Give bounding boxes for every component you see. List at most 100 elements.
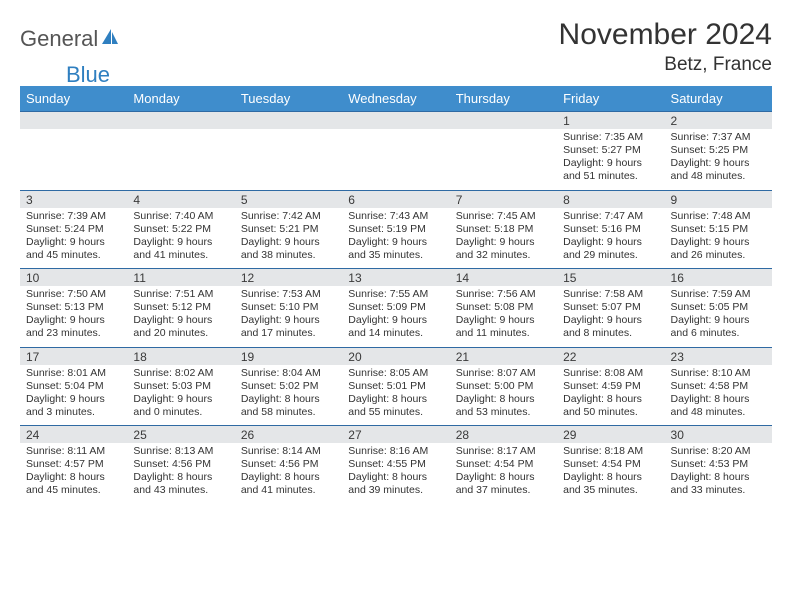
day-details xyxy=(235,129,342,189)
day-detail-line: Sunset: 5:08 PM xyxy=(456,301,551,314)
day-detail-line: Daylight: 8 hours xyxy=(241,393,336,406)
day-detail-line: Daylight: 9 hours xyxy=(133,314,228,327)
day-number: 22 xyxy=(557,348,664,365)
day-detail-line: Sunset: 4:56 PM xyxy=(241,458,336,471)
day-detail-line: Sunrise: 7:42 AM xyxy=(241,210,336,223)
day-detail-line: Sunset: 5:04 PM xyxy=(26,380,121,393)
day-number: 29 xyxy=(557,426,664,443)
day-detail-line: Daylight: 8 hours xyxy=(563,393,658,406)
day-detail-line: Sunset: 5:27 PM xyxy=(563,144,658,157)
day-detail-line: and 3 minutes. xyxy=(26,406,121,419)
day-details: Sunrise: 8:18 AMSunset: 4:54 PMDaylight:… xyxy=(557,443,664,504)
day-detail-line: Sunset: 4:57 PM xyxy=(26,458,121,471)
day-details: Sunrise: 7:40 AMSunset: 5:22 PMDaylight:… xyxy=(127,208,234,269)
day-detail-line: Sunset: 5:12 PM xyxy=(133,301,228,314)
calendar-day-cell xyxy=(20,112,127,191)
day-detail-line: Sunset: 5:21 PM xyxy=(241,223,336,236)
calendar-day-cell: 27Sunrise: 8:16 AMSunset: 4:55 PMDayligh… xyxy=(342,426,449,504)
day-number: 30 xyxy=(665,426,772,443)
weekday-header: Friday xyxy=(557,86,664,112)
day-detail-line: Daylight: 8 hours xyxy=(456,393,551,406)
day-detail-line: Sunrise: 8:07 AM xyxy=(456,367,551,380)
calendar-day-cell: 29Sunrise: 8:18 AMSunset: 4:54 PMDayligh… xyxy=(557,426,664,504)
day-detail-line: Sunset: 5:02 PM xyxy=(241,380,336,393)
day-details xyxy=(127,129,234,189)
title-block: November 2024 Betz, France xyxy=(559,18,772,76)
day-detail-line: and 35 minutes. xyxy=(348,249,443,262)
day-number xyxy=(235,112,342,129)
page-header: General November 2024 Betz, France xyxy=(20,18,772,76)
day-detail-line: and 20 minutes. xyxy=(133,327,228,340)
day-details: Sunrise: 7:42 AMSunset: 5:21 PMDaylight:… xyxy=(235,208,342,269)
day-details: Sunrise: 8:11 AMSunset: 4:57 PMDaylight:… xyxy=(20,443,127,504)
brand-part1: General xyxy=(20,26,98,52)
day-details: Sunrise: 7:59 AMSunset: 5:05 PMDaylight:… xyxy=(665,286,772,347)
day-detail-line: and 53 minutes. xyxy=(456,406,551,419)
day-detail-line: Sunrise: 7:45 AM xyxy=(456,210,551,223)
day-number: 4 xyxy=(127,191,234,208)
day-detail-line: Sunset: 5:01 PM xyxy=(348,380,443,393)
day-detail-line: Daylight: 8 hours xyxy=(241,471,336,484)
day-detail-line: and 51 minutes. xyxy=(563,170,658,183)
day-number: 25 xyxy=(127,426,234,443)
day-detail-line: Daylight: 9 hours xyxy=(241,314,336,327)
day-detail-line: and 39 minutes. xyxy=(348,484,443,497)
day-details: Sunrise: 8:14 AMSunset: 4:56 PMDaylight:… xyxy=(235,443,342,504)
day-details: Sunrise: 7:45 AMSunset: 5:18 PMDaylight:… xyxy=(450,208,557,269)
day-detail-line: Sunset: 4:54 PM xyxy=(563,458,658,471)
calendar-day-cell: 16Sunrise: 7:59 AMSunset: 5:05 PMDayligh… xyxy=(665,269,772,348)
calendar-day-cell: 5Sunrise: 7:42 AMSunset: 5:21 PMDaylight… xyxy=(235,190,342,269)
day-number: 6 xyxy=(342,191,449,208)
weekday-header: Monday xyxy=(127,86,234,112)
day-detail-line: and 29 minutes. xyxy=(563,249,658,262)
day-detail-line: Sunrise: 8:01 AM xyxy=(26,367,121,380)
calendar-day-cell xyxy=(342,112,449,191)
calendar-day-cell: 1Sunrise: 7:35 AMSunset: 5:27 PMDaylight… xyxy=(557,112,664,191)
day-details: Sunrise: 7:35 AMSunset: 5:27 PMDaylight:… xyxy=(557,129,664,190)
day-detail-line: and 33 minutes. xyxy=(671,484,766,497)
day-detail-line: Daylight: 9 hours xyxy=(348,314,443,327)
day-detail-line: Daylight: 8 hours xyxy=(671,471,766,484)
day-detail-line: Sunset: 4:58 PM xyxy=(671,380,766,393)
day-detail-line: Daylight: 9 hours xyxy=(456,236,551,249)
day-details: Sunrise: 7:51 AMSunset: 5:12 PMDaylight:… xyxy=(127,286,234,347)
day-detail-line: Daylight: 8 hours xyxy=(456,471,551,484)
day-detail-line: Sunrise: 7:59 AM xyxy=(671,288,766,301)
day-number: 13 xyxy=(342,269,449,286)
day-number: 20 xyxy=(342,348,449,365)
day-detail-line: Sunset: 5:25 PM xyxy=(671,144,766,157)
day-number: 5 xyxy=(235,191,342,208)
day-detail-line: and 45 minutes. xyxy=(26,249,121,262)
day-details: Sunrise: 8:02 AMSunset: 5:03 PMDaylight:… xyxy=(127,365,234,426)
brand-part2: Blue xyxy=(66,62,110,87)
day-detail-line: Sunrise: 7:47 AM xyxy=(563,210,658,223)
day-details: Sunrise: 8:05 AMSunset: 5:01 PMDaylight:… xyxy=(342,365,449,426)
day-detail-line: Daylight: 9 hours xyxy=(133,393,228,406)
day-number xyxy=(342,112,449,129)
calendar-week-row: 24Sunrise: 8:11 AMSunset: 4:57 PMDayligh… xyxy=(20,426,772,504)
day-detail-line: and 11 minutes. xyxy=(456,327,551,340)
day-details: Sunrise: 7:39 AMSunset: 5:24 PMDaylight:… xyxy=(20,208,127,269)
day-details: Sunrise: 7:53 AMSunset: 5:10 PMDaylight:… xyxy=(235,286,342,347)
day-number: 11 xyxy=(127,269,234,286)
calendar-week-row: 10Sunrise: 7:50 AMSunset: 5:13 PMDayligh… xyxy=(20,269,772,348)
day-detail-line: Sunrise: 8:04 AM xyxy=(241,367,336,380)
day-detail-line: Sunset: 5:07 PM xyxy=(563,301,658,314)
day-detail-line: Daylight: 9 hours xyxy=(348,236,443,249)
day-number: 28 xyxy=(450,426,557,443)
day-detail-line: Sunrise: 8:14 AM xyxy=(241,445,336,458)
day-detail-line: Sunset: 5:22 PM xyxy=(133,223,228,236)
day-detail-line: Sunset: 4:55 PM xyxy=(348,458,443,471)
day-details: Sunrise: 8:04 AMSunset: 5:02 PMDaylight:… xyxy=(235,365,342,426)
day-details: Sunrise: 7:58 AMSunset: 5:07 PMDaylight:… xyxy=(557,286,664,347)
day-details: Sunrise: 8:13 AMSunset: 4:56 PMDaylight:… xyxy=(127,443,234,504)
day-detail-line: and 35 minutes. xyxy=(563,484,658,497)
day-detail-line: Daylight: 9 hours xyxy=(563,314,658,327)
day-number: 1 xyxy=(557,112,664,129)
day-detail-line: Sunset: 4:53 PM xyxy=(671,458,766,471)
day-detail-line: Daylight: 9 hours xyxy=(671,157,766,170)
calendar-day-cell: 18Sunrise: 8:02 AMSunset: 5:03 PMDayligh… xyxy=(127,347,234,426)
calendar-day-cell: 11Sunrise: 7:51 AMSunset: 5:12 PMDayligh… xyxy=(127,269,234,348)
calendar-day-cell: 28Sunrise: 8:17 AMSunset: 4:54 PMDayligh… xyxy=(450,426,557,504)
day-details: Sunrise: 8:20 AMSunset: 4:53 PMDaylight:… xyxy=(665,443,772,504)
